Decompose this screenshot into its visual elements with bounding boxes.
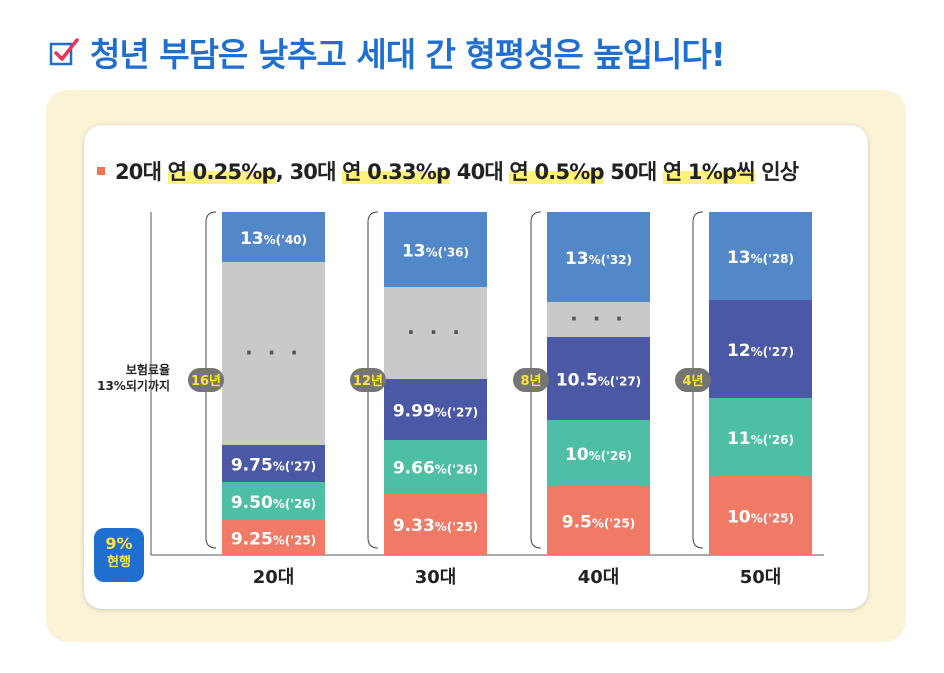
subtitle-segment: 50대 [603, 160, 663, 184]
segment-value-label: 11%('26) [727, 429, 794, 449]
current-rate-label: 현행 [107, 555, 131, 570]
segment-value-label: 9.66%('26) [393, 459, 478, 479]
segment-value-label: 9.25%('25) [231, 530, 316, 550]
segment-value-label: 10.5%('27) [556, 371, 641, 391]
axis-note: 보험료율 13%되기까지 [84, 362, 170, 394]
subtitle-text: 20대 연 0.25%p, 30대 연 0.33%p 40대 연 0.5%p 5… [115, 156, 799, 186]
bar-segment-y26 [384, 440, 487, 493]
chart-subtitle: 20대 연 0.25%p, 30대 연 0.33%p 40대 연 0.5%p 5… [97, 155, 799, 187]
axis-note-line1: 보험료율 [125, 363, 170, 377]
years-badge [350, 368, 386, 392]
bar-segment-y25 [547, 486, 650, 555]
current-rate-value: 9% [105, 534, 133, 553]
bar-segment-y27 [547, 337, 650, 420]
page-header: 청년 부담은 낮추고 세대 간 형평성은 높입니다! [48, 22, 726, 82]
years-badge-label: 8년 [520, 374, 541, 389]
axis-note-line2: 13%되기까지 [97, 379, 170, 393]
bar-segment-gap [547, 302, 650, 337]
segment-value-label: 9.50%('26) [231, 493, 316, 513]
years-badge-label: 4년 [682, 374, 703, 389]
checkbox-checked-icon [49, 38, 79, 66]
bar-segment-y27 [222, 445, 325, 482]
segment-value-label: 9.5%('25) [562, 513, 636, 533]
subtitle-segment: , 30대 [275, 160, 343, 184]
segment-value-label: 9.75%('27) [231, 456, 316, 476]
subtitle-segment: 인상 [754, 160, 799, 184]
segment-value-label: 13%('36) [402, 242, 469, 262]
subtitle-highlight: 연 0.33%p [342, 160, 451, 184]
subtitle-highlight: 연 0.5%p [509, 160, 605, 184]
ellipsis-label: · · · [245, 341, 302, 365]
bar-segment-gap [222, 262, 325, 445]
x-tick-label: 50대 [740, 567, 782, 588]
subtitle-highlight: 연 0.25%p [167, 160, 277, 184]
bar-segment-target [222, 212, 325, 262]
bar-segment-y26 [547, 420, 650, 486]
segment-value-label: 13%('32) [565, 249, 632, 269]
segment-value-label: 9.99%('27) [393, 402, 478, 422]
x-tick-label: 20대 [253, 567, 295, 588]
page-title: 청년 부담은 낮추고 세대 간 형평성은 높입니다! [90, 35, 726, 74]
segment-value-label: 10%('25) [727, 508, 794, 528]
segment-value-label: 9.33%('25) [393, 516, 478, 536]
segment-value-label: 10%('26) [565, 445, 632, 465]
subtitle-segment: 20대 [115, 160, 168, 184]
bar-segment-y27 [384, 379, 487, 440]
ellipsis-label: · · · [570, 307, 627, 331]
bar-segment-gap [384, 287, 487, 379]
x-tick-label: 40대 [578, 567, 620, 588]
segment-value-label: 12%('27) [727, 341, 794, 361]
square-bullet-icon [97, 167, 105, 175]
bar-segment-y25 [384, 493, 487, 555]
current-rate-badge: 9% 현행 [94, 528, 144, 582]
years-badge [188, 368, 224, 392]
years-badge [675, 368, 711, 392]
bar-segment-y26 [709, 398, 812, 476]
bar-segment-y27 [709, 300, 812, 398]
segment-value-label: 13%('28) [727, 248, 794, 268]
years-badge [513, 368, 549, 392]
subtitle-segment: 40대 [450, 160, 510, 184]
bar-segment-y25 [709, 476, 812, 555]
subtitle-highlight: 연 1%p씩 [662, 160, 756, 184]
ellipsis-label: · · · [407, 320, 464, 344]
bar-segment-y26 [222, 482, 325, 520]
bar-segment-target [547, 212, 650, 302]
segment-value-label: 13%('40) [240, 229, 307, 249]
x-tick-label: 30대 [415, 567, 457, 588]
years-badge-label: 12년 [353, 374, 383, 389]
bar-segment-target [384, 212, 487, 287]
bar-segment-y25 [222, 520, 325, 555]
bar-segment-target [709, 212, 812, 300]
years-badge-label: 16년 [191, 374, 221, 389]
